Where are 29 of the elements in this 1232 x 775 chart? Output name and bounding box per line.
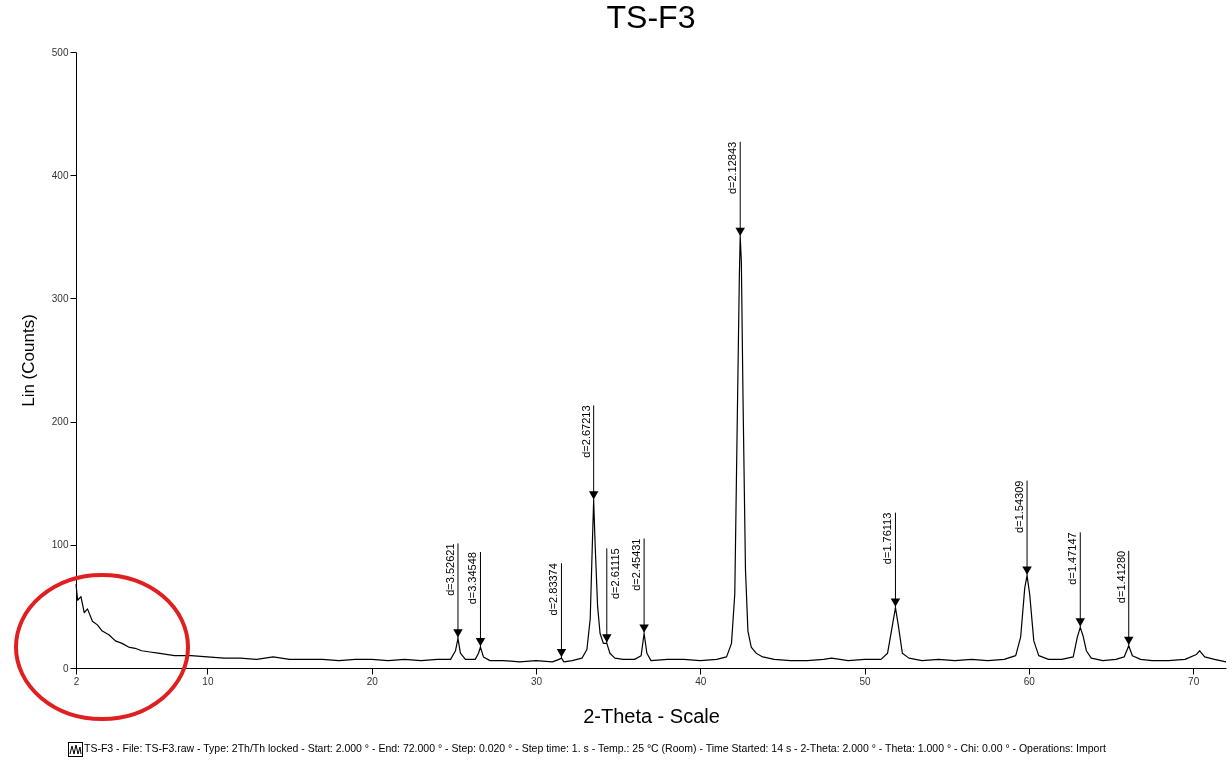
annotation: d=1.41280 xyxy=(1114,550,1127,604)
x-tick-label: 50 xyxy=(859,675,872,687)
annotation: d=1.76113 xyxy=(881,512,894,565)
y-tick-label: 200 xyxy=(51,416,69,428)
x-tick-label: 40 xyxy=(695,675,707,687)
x-tick-label: 2 xyxy=(73,675,80,687)
y-tick-label: 100 xyxy=(51,539,69,551)
x-axis-title: 2-Theta - Scale xyxy=(583,704,720,727)
annotation: d=2.45431 xyxy=(630,538,643,591)
annotation: d=3.34548 xyxy=(466,552,479,605)
annotation: d=2.61115 xyxy=(608,548,621,600)
x-tick-label: 20 xyxy=(366,675,379,687)
chart-title: TS-F3 xyxy=(606,0,696,35)
annotation: d=2.67213 xyxy=(579,405,592,458)
annotation: d=2.12843 xyxy=(726,141,739,195)
y-tick-label: 500 xyxy=(51,46,69,58)
y-tick-label: 400 xyxy=(51,169,69,181)
y-tick-label: 0 xyxy=(62,662,69,674)
annotation: d=3.52621 xyxy=(443,543,456,596)
x-tick-label: 70 xyxy=(1188,675,1200,687)
annotation: d=1.47147 xyxy=(1066,532,1079,585)
annotation: d=2.83374 xyxy=(547,563,560,616)
x-tick-label: 60 xyxy=(1023,675,1036,687)
x-tick-label: 30 xyxy=(530,675,543,687)
text: TS-F3 - File: TS-F3.raw - Type: 2Th/Th locked - Start: 2.000 ° - End: 72.000 ° - Step: 0.020 ° - Step time: 1. s - Temp.: 25 °C (Room) - Time Started: 14 s - 2-Theta: 2.000 ° - Theta: 1.000 ° - Chi: 0.00 ° - Operations: Import xyxy=(84,741,1107,756)
y-tick-label: 300 xyxy=(51,292,69,304)
y-axis-title: Lin (Counts) xyxy=(18,314,38,407)
annotation: d=1.54309 xyxy=(1013,480,1026,533)
x-tick-label: 10 xyxy=(202,675,214,687)
